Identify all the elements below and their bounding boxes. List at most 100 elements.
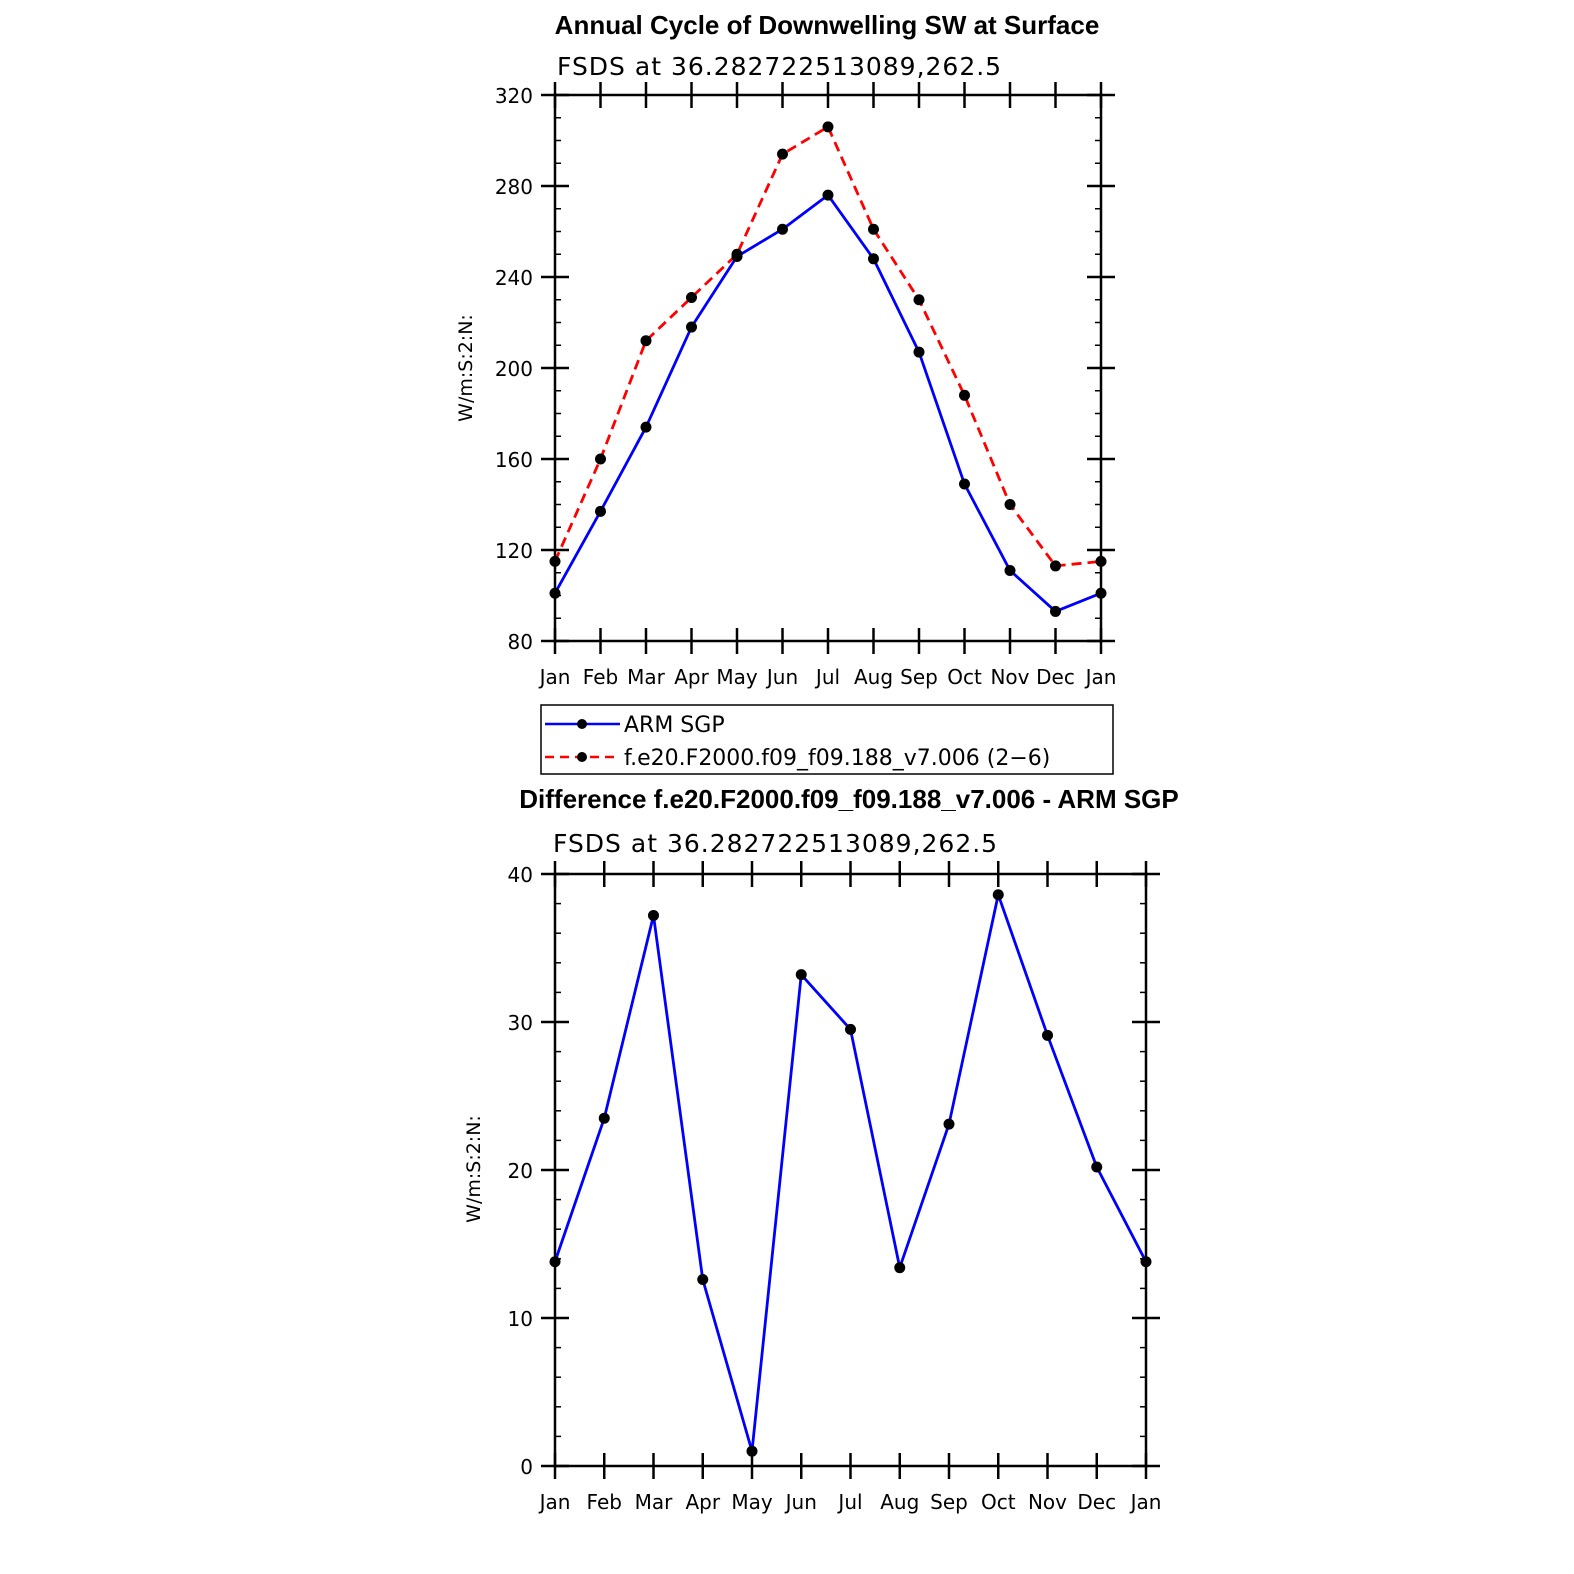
chart1-series-0-point xyxy=(777,223,788,235)
chart1-x-tick-label: Jun xyxy=(765,665,798,689)
chart2-y-tick-label: 10 xyxy=(508,1307,533,1331)
chart2-x-tick-label: Jan xyxy=(1129,1490,1162,1514)
chart1-series-1-point xyxy=(686,291,697,303)
chart1-x-tick-label: Jul xyxy=(814,665,840,689)
chart2-y-minor-ticks xyxy=(555,873,1146,1467)
legend-box xyxy=(540,704,1114,775)
chart2-y-tick-label: 40 xyxy=(508,863,533,887)
chart1-x-tick-label: Oct xyxy=(947,665,982,689)
chart2-x-tick-label: Dec xyxy=(1077,1490,1116,1514)
chart2-x-tick-label: Nov xyxy=(1028,1490,1067,1514)
chart1-x-tick-label: Mar xyxy=(627,665,666,689)
chart2-x-tick-label: Oct xyxy=(981,1490,1016,1514)
chart1-x-tick-label: Aug xyxy=(854,665,893,689)
chart1-series-0-line xyxy=(553,193,1102,613)
chart2-subtitle: FSDS at 36.282722513089,262.5 xyxy=(553,829,998,858)
chart1-series-0-point xyxy=(868,253,879,265)
chart1-y-ticks: 80 120 160 200 240 280 320 xyxy=(495,84,1115,654)
chart2-x-tick-label: Jul xyxy=(836,1490,862,1514)
chart1-x-tick-label: May xyxy=(716,665,758,689)
chart2-series-0-point xyxy=(992,889,1004,901)
chart1-series xyxy=(549,121,1107,617)
annual-cycle-chart: Annual Cycle of Downwelling SW at Surfac… xyxy=(455,10,1116,689)
chart1-series-0-point xyxy=(913,346,925,358)
chart1-y-tick-label: 320 xyxy=(495,84,533,108)
legend-label-model: f.e20.F2000.f09_f09.188_v7.006 (2−6) xyxy=(624,746,1050,771)
chart1-y-tick-label: 200 xyxy=(495,357,533,381)
difference-chart: Difference f.e20.F2000.f09_f09.188_v7.00… xyxy=(463,784,1179,1514)
chart2-series-0-line xyxy=(553,893,1148,1453)
chart2-x-tick-label: Mar xyxy=(635,1490,674,1514)
chart1-subtitle: FSDS at 36.282722513089,262.5 xyxy=(557,52,1002,81)
chart2-series-0-point xyxy=(1140,1256,1152,1268)
chart1-x-tick-label: Jan xyxy=(1084,665,1117,689)
chart1-series-1-point xyxy=(1050,560,1061,572)
chart1-series-1-point xyxy=(595,453,606,465)
chart1-y-tick-label: 240 xyxy=(495,266,533,290)
chart1-series-0-point xyxy=(1004,564,1016,576)
chart2-series-0-point xyxy=(1042,1029,1053,1041)
chart1-series-1-point xyxy=(731,248,743,260)
chart1-series-1-point xyxy=(822,121,834,133)
chart2-y-axis-label: W/m:S:2:N: xyxy=(463,1115,485,1223)
chart1-series-1-point xyxy=(959,389,970,401)
chart1-series-0-point xyxy=(822,189,834,201)
chart1-x-tick-label: Sep xyxy=(900,665,938,689)
chart1-x-tick-label: Apr xyxy=(674,665,709,689)
chart1-series-1-point xyxy=(1004,499,1016,510)
chart2-series xyxy=(549,889,1152,1457)
chart1-x-ticks: Jan Feb Mar Apr May Jun Jul Aug Sep Oct Nov Dec Jan xyxy=(538,82,1117,689)
chart1-y-tick-label: 160 xyxy=(495,448,533,472)
legend-label-arm-sgp: ARM SGP xyxy=(624,713,725,738)
chart2-y-tick-label: 20 xyxy=(508,1159,533,1183)
chart1-y-tick-label: 80 xyxy=(508,630,533,654)
chart1-x-tick-label: Dec xyxy=(1036,665,1075,689)
chart2-x-ticks: Jan Feb Mar Apr May Jun Jul Aug Sep Oct Nov Dec Jan xyxy=(538,861,1162,1514)
chart2-series-0-point xyxy=(894,1262,906,1274)
chart1-legend: ARM SGP f.e20.F2000.f09_f09.188_v7.006 (… xyxy=(540,704,1114,775)
chart1-x-tick-label: Jan xyxy=(538,665,571,689)
chart1-y-axis-label: W/m:S:2:N: xyxy=(455,314,477,422)
chart2-x-tick-label: Feb xyxy=(587,1490,622,1514)
chart2-series-0-point xyxy=(746,1445,758,1457)
chart2-series-0-point xyxy=(845,1023,856,1035)
chart1-series-1-point xyxy=(913,294,925,306)
chart1-series-1-point xyxy=(1095,555,1107,567)
chart1-series-0-point xyxy=(1095,587,1107,599)
chart2-title: Difference f.e20.F2000.f09_f09.188_v7.00… xyxy=(519,784,1179,814)
chart1-y-tick-label: 120 xyxy=(495,539,533,563)
chart2-series-0-point xyxy=(697,1274,709,1286)
chart2-x-tick-label: Jun xyxy=(784,1490,817,1514)
chart1-series-1-point xyxy=(640,335,652,347)
chart2-series-0-point xyxy=(648,909,659,921)
chart2-x-tick-label: May xyxy=(731,1490,773,1514)
chart1-y-tick-label: 280 xyxy=(495,175,533,199)
chart1-title: Annual Cycle of Downwelling SW at Surfac… xyxy=(555,10,1100,40)
chart2-series-0-point xyxy=(943,1118,955,1130)
chart2-y-ticks: 0 10 20 30 40 xyxy=(508,863,1160,1479)
chart2-series-0-point xyxy=(549,1256,561,1268)
chart2-y-tick-label: 30 xyxy=(508,1011,533,1035)
chart1-series-0-point xyxy=(595,505,606,517)
chart1-x-tick-label: Nov xyxy=(990,665,1029,689)
chart1-series-0-point xyxy=(959,478,970,490)
chart1-series-1-point xyxy=(549,555,561,567)
chart2-plot-frame xyxy=(553,872,1148,1468)
chart2-series-0-point xyxy=(598,1112,610,1124)
chart2-x-tick-label: Jan xyxy=(538,1490,571,1514)
chart2-series-0-point xyxy=(1091,1161,1103,1173)
legend-marker-arm-sgp xyxy=(577,719,587,729)
chart1-x-tick-label: Feb xyxy=(583,665,618,689)
chart2-series-0-point xyxy=(795,969,807,981)
chart1-series-0-point xyxy=(640,421,652,433)
chart1-series-0-point xyxy=(686,321,697,333)
chart2-x-tick-label: Aug xyxy=(880,1490,919,1514)
chart2-x-tick-label: Sep xyxy=(930,1490,968,1514)
chart2-y-tick-label: 0 xyxy=(520,1455,533,1479)
chart2-x-tick-label: Apr xyxy=(685,1490,720,1514)
chart1-series-0-point xyxy=(549,587,561,599)
chart1-series-1-point xyxy=(868,223,879,235)
legend-marker-model xyxy=(577,752,587,762)
chart1-series-0-point xyxy=(1050,605,1061,617)
